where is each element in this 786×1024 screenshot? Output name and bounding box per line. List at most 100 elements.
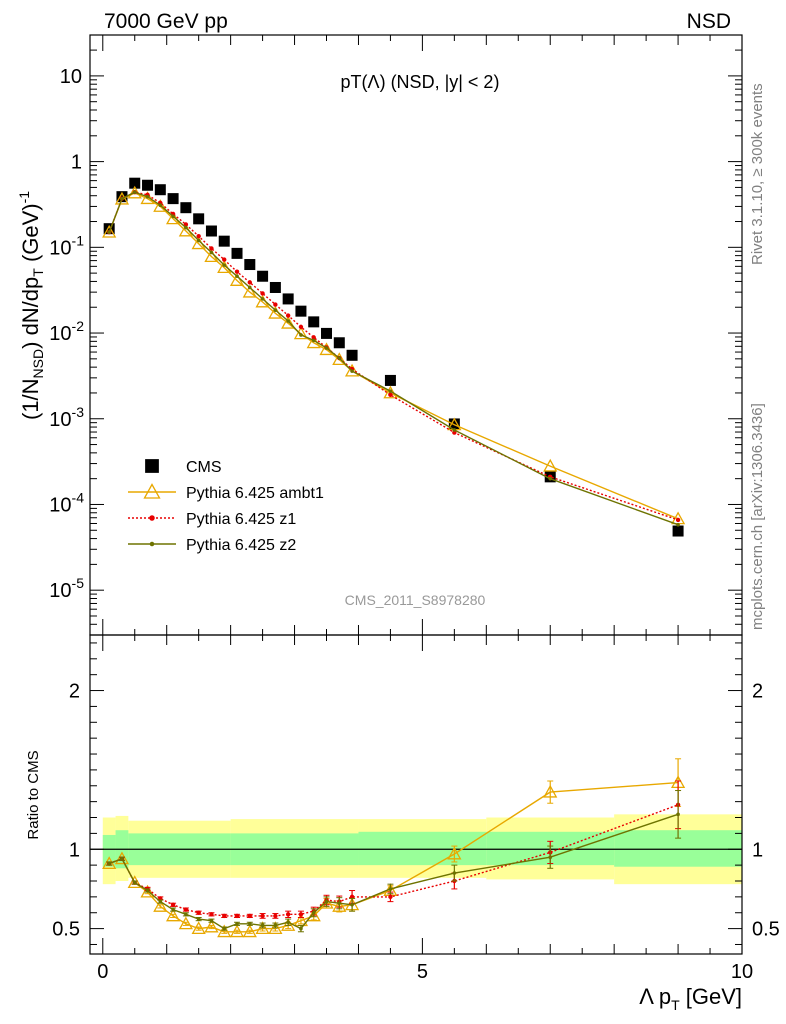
data-point-cms [142,179,154,191]
svg-text:mcplots.cern.ch [arXiv:1306.34: mcplots.cern.ch [arXiv:1306.3436] [749,403,766,630]
data-point-ambt1 [153,199,168,212]
data-point-z1 [452,430,457,435]
ratio-y-tick-label-right: 2 [752,681,763,703]
data-point-z1 [388,392,393,398]
data-point-z2 [196,917,201,921]
data-point-ambt1 [543,458,558,472]
data-point-z2 [107,230,111,235]
data-point-z1 [222,257,227,262]
data-point-z2 [337,901,342,906]
main-y-axis-label: (1/NNSD) dN/dpT (GeV)-1 [16,191,46,420]
data-point-z1 [183,907,189,912]
data-point-z1 [149,515,155,521]
ratio-y-tick-label: 0.5 [52,919,80,941]
mcplots-reference-label: mcplots.cern.ch [arXiv:1306.3436] [749,403,766,630]
y-tick-label: 10-5 [49,575,84,602]
x-axis-label: Λ pT [GeV] [639,984,742,1013]
data-point-ambt1 [242,924,257,938]
data-point-ambt1 [143,483,161,499]
chart-title: pT(Λ) (NSD, |y| < 2) [341,72,500,92]
data-point-ambt1 [229,924,245,938]
data-point-ambt1 [229,273,245,286]
data-point-cms [154,184,166,196]
data-point-ambt1 [217,924,232,938]
data-point-z2 [337,356,342,360]
rivet-version-label: Rivet 3.1.10, ≥ 300k events [749,83,766,265]
data-point-ambt1 [242,284,257,298]
data-point-cms [180,202,192,214]
data-point-z2 [158,203,163,208]
data-point-z1 [388,894,393,900]
data-point-cms [308,316,320,328]
legend-label: Pythia 6.425 z2 [186,537,296,554]
data-point-z1 [285,313,291,318]
data-point-z2 [171,907,175,912]
data-point-z1 [183,222,189,227]
data-point-z1 [209,912,214,917]
main-panel-axes: 10-5 10-4 10-3 10-2 10-1 1 10 [49,34,743,636]
data-point-cms [282,293,294,305]
ratio-y-tick-label-right: 0.5 [752,919,780,941]
svg-text:Rivet 3.1.10, ≥ 300k events: Rivet 3.1.10, ≥ 300k events [749,83,766,265]
data-point-ambt1 [165,908,181,922]
data-point-cms [129,177,141,189]
legend-entry: CMS [145,459,222,476]
data-point-cms [205,225,217,237]
data-point-z1 [298,324,304,330]
data-point-z1 [260,913,265,919]
data-point-cms [231,247,243,259]
data-point-z2 [548,476,553,481]
data-point-z1 [222,913,227,919]
data-point-z1 [234,913,240,919]
data-point-ambt1 [204,919,219,933]
data-point-z1 [196,233,201,239]
legend-entry: Pythia 6.425 z1 [128,511,296,528]
data-point-z1 [209,246,214,251]
data-point-z2 [260,923,265,928]
data-point-z1 [311,335,316,340]
data-point-z2 [145,888,150,893]
data-point-ambt1 [114,851,130,865]
data-point-ambt1 [447,846,462,860]
data-point-z2 [350,369,354,373]
data-point-z2 [184,912,188,917]
data-point-cms [321,327,333,339]
data-point-ambt1 [153,899,168,912]
y-tick-label: 10 [60,66,82,88]
data-point-z2 [196,238,201,243]
data-point-ambt1 [178,916,193,930]
data-point-z2 [209,918,214,923]
ratio-line [108,804,679,917]
data-point-z2 [248,285,252,290]
ratio-y-tick-label: 1 [69,839,80,861]
data-point-z1 [234,269,240,274]
ratio-y-axis-label: Ratio to CMS [25,750,42,839]
data-point-z2 [452,428,457,432]
data-point-z1 [298,912,304,917]
data-point-z2 [388,389,393,393]
header-beam-label: 7000 GeV pp [104,10,228,33]
data-point-cms [672,525,684,537]
data-point-ambt1 [332,352,347,366]
ratio-panel-series [102,758,686,938]
data-point-ambt1 [543,784,558,798]
data-point-z2 [235,274,239,279]
y-tick-label: 10-3 [49,404,84,431]
legend-label: Pythia 6.425 z1 [186,511,296,528]
data-point-cms [145,459,159,473]
data-point-z2 [132,880,137,885]
ratio-series-pythia-6-425-z2 [106,790,682,933]
data-point-cms [244,259,256,271]
data-point-z1 [273,913,278,919]
data-point-z2 [132,190,137,194]
data-point-z2 [286,319,290,323]
band-inner [102,834,116,867]
data-point-z2 [299,333,303,337]
data-point-cms [193,213,205,225]
data-point-z2 [299,926,303,931]
data-point-z2 [171,214,175,219]
data-point-z1 [260,291,265,296]
data-point-z2 [149,541,155,547]
data-point-cms [269,281,281,293]
data-point-z2 [324,346,329,350]
